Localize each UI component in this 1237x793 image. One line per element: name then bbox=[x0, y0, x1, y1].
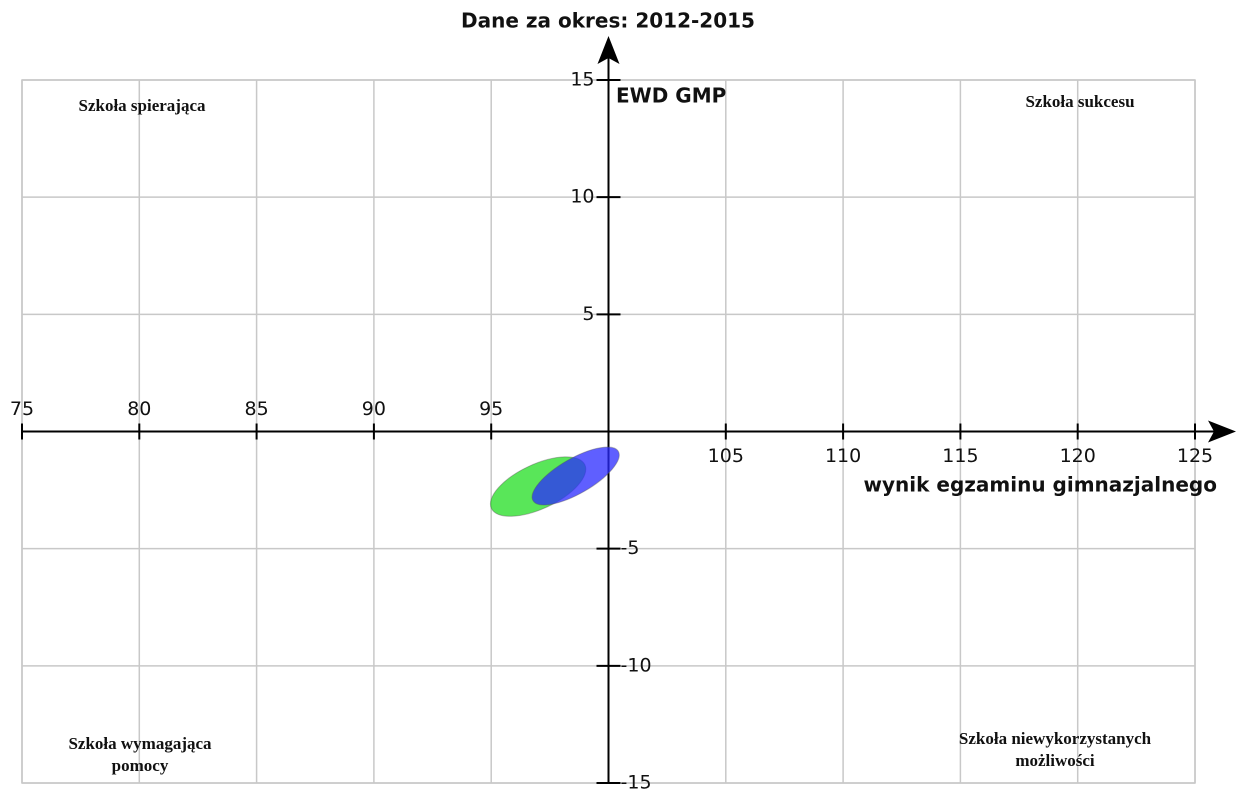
x-tick-label: 105 bbox=[708, 445, 744, 467]
quadrant-label: Szkoła wymagająca bbox=[68, 734, 212, 753]
x-tick-label: 120 bbox=[1060, 445, 1096, 467]
y-tick-label: 10 bbox=[570, 186, 594, 208]
quadrant-label: Szkoła niewykorzystanych bbox=[959, 729, 1152, 748]
x-tick-label: 90 bbox=[362, 398, 386, 420]
x-axis-label: wynik egzaminu gimnazjalnego bbox=[864, 473, 1217, 497]
x-tick-label: 95 bbox=[479, 398, 503, 420]
quadrant-label: pomocy bbox=[112, 756, 169, 775]
y-tick-label: -5 bbox=[621, 537, 640, 559]
y-axis-label: EWD GMP bbox=[616, 84, 726, 108]
x-tick-label: 110 bbox=[825, 445, 861, 467]
x-tick-label: 115 bbox=[942, 445, 978, 467]
quadrant-label: Szkoła sukcesu bbox=[1025, 92, 1134, 111]
quadrant-label: Szkoła spierająca bbox=[78, 96, 206, 115]
chart-title: Dane za okres: 2012-2015 bbox=[461, 9, 755, 33]
x-tick-label: 85 bbox=[245, 398, 269, 420]
x-tick-label: 75 bbox=[10, 398, 34, 420]
y-arrow bbox=[597, 36, 620, 64]
y-tick-label: 15 bbox=[570, 69, 594, 91]
y-tick-label: -10 bbox=[621, 654, 652, 676]
y-tick-label: -15 bbox=[621, 772, 652, 793]
quadrant-label: możliwości bbox=[1015, 751, 1095, 770]
y-tick-label: 5 bbox=[582, 303, 594, 325]
x-tick-label: 80 bbox=[127, 398, 151, 420]
ellipse bbox=[531, 446, 620, 506]
x-tick-label: 125 bbox=[1177, 445, 1213, 467]
x-arrow bbox=[1208, 420, 1236, 443]
